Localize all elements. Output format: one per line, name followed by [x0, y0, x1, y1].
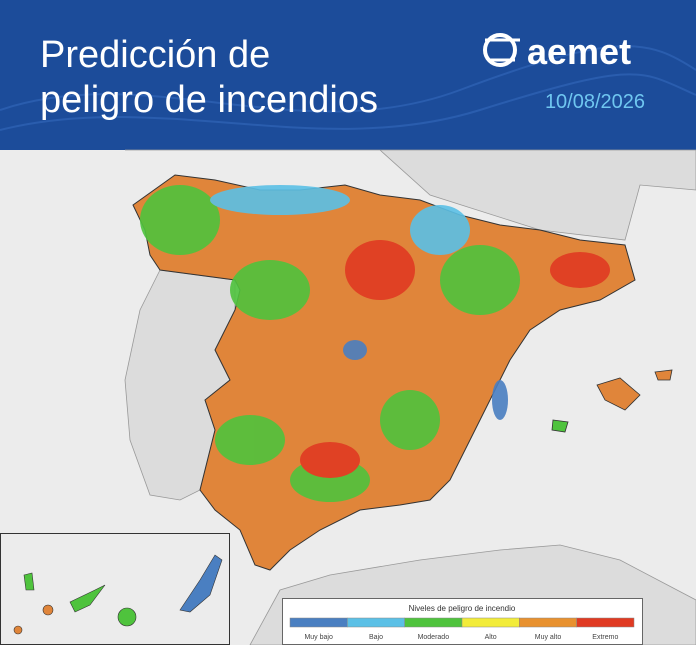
balearics: [551, 419, 569, 433]
france: [125, 149, 696, 241]
legend-title: Niveles de peligro de incendio: [409, 604, 516, 613]
legend-label: Bajo: [369, 634, 383, 641]
title: Predicción de: [40, 34, 270, 76]
header: [0, 0, 696, 150]
legend-label: Muy alto: [535, 634, 562, 641]
logo-icon: [483, 33, 520, 67]
legend-label: Alto: [485, 634, 497, 641]
logo: aemet: [527, 31, 631, 72]
legend: Niveles de peligro de incendio Muy bajo B…: [282, 598, 643, 645]
legend-label: Extremo: [592, 634, 618, 641]
decor: [0, 45, 696, 113]
legend-label: Moderado: [418, 634, 450, 641]
legend-swatch: [576, 617, 635, 628]
legend-swatch: [347, 617, 405, 628]
legend-swatch: [289, 617, 348, 628]
legend-label: Muy bajo: [304, 634, 333, 641]
legend-swatch: [461, 617, 520, 628]
decor: [0, 73, 696, 131]
balearics: [654, 369, 673, 381]
title: peligro de incendios: [40, 79, 378, 121]
legend-swatch: [404, 617, 463, 628]
danger-zones: [140, 185, 610, 502]
balearics: [596, 377, 641, 411]
legend-swatch: [519, 617, 577, 628]
canary-islands: [13, 554, 223, 635]
canary-inset: [0, 533, 230, 645]
date: 10/08/2026: [545, 91, 645, 113]
